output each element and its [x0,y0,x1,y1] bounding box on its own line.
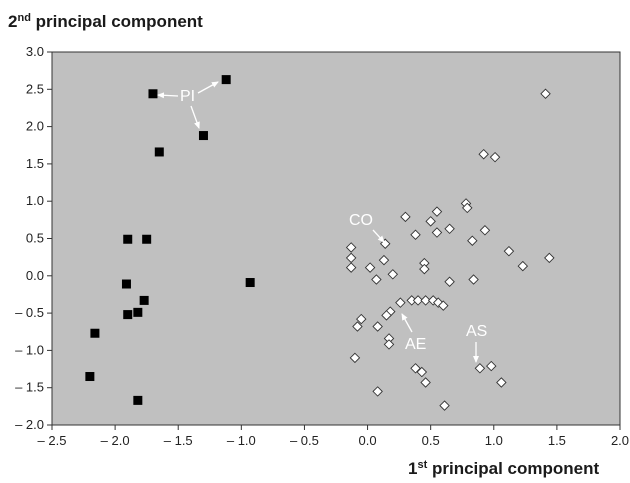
x-tick-label: 0.5 [422,433,440,448]
data-point-diamond [400,211,411,223]
data-point-diamond [378,254,390,266]
x-tick-label: – 2.0 [101,433,130,448]
data-point-diamond [474,363,486,374]
data-point-diamond [345,242,357,253]
data-point-diamond [420,377,431,388]
data-point-square [154,147,164,157]
data-point-diamond [349,352,361,364]
data-point-square [85,372,95,382]
data-point-diamond [489,151,501,163]
annotation-co: CO [349,212,373,229]
data-point-diamond [540,88,551,100]
data-point-diamond [420,295,431,306]
data-point-diamond [410,363,421,374]
data-point-diamond [387,269,399,280]
y-tick-label: 2.5 [26,81,44,96]
data-point-diamond [372,321,383,332]
x-tick-label: 0.0 [359,433,377,448]
data-point-square [123,310,133,320]
annotation-ae: AE [405,336,426,353]
data-point-square [142,234,152,244]
x-tick-label: 1.5 [548,433,566,448]
series-filled-squares [85,75,255,405]
data-point-diamond [395,297,406,308]
data-point-diamond [439,400,450,411]
annotation-pi-arrow-right [197,81,219,94]
data-point-diamond [345,262,357,273]
data-point-diamond [444,223,455,235]
data-point-diamond [444,276,455,288]
data-point-diamond [352,321,363,332]
data-point-square [90,328,100,338]
data-point-diamond [479,225,491,236]
x-tick-label: 1.0 [485,433,503,448]
x-tick-label: 2.0 [611,433,629,448]
data-point-diamond [412,295,424,306]
data-point-diamond [371,274,382,285]
data-point-diamond [462,202,473,214]
y-tick-label: – 1.0 [15,342,44,357]
data-point-diamond [364,262,376,273]
data-point-diamond [410,229,421,241]
data-point-diamond [416,366,428,378]
data-point-diamond [544,252,555,264]
plot-area [51,51,621,426]
y-tick-label: 0.5 [26,231,44,246]
x-tick-label: – 2.5 [38,433,67,448]
data-point-diamond [496,377,507,388]
annotation-as: AS [466,323,487,340]
data-point-diamond [383,339,395,350]
data-point-diamond [427,295,439,306]
y-axis: – 2.0 – 1.5 – 1.0 – 0.5 0.0 0.5 1.0 1.5 2.0 2.5 3.… [15,44,52,432]
data-point-diamond [425,216,436,227]
data-point-diamond [381,310,392,321]
y-tick-label: 2.0 [26,119,44,134]
data-point-diamond [438,300,449,311]
data-point-diamond [517,260,529,272]
data-point-diamond [372,386,383,397]
annotation-co-arrow [372,229,385,243]
x-axis-title: 1st principal component [408,459,599,478]
annotation-pi: PI [180,88,195,105]
y-tick-label: 1.5 [26,156,44,171]
data-point-square [133,307,143,317]
data-point-square [148,89,158,99]
data-point-diamond [468,274,479,285]
data-point-diamond [431,206,443,217]
data-point-square [198,131,208,141]
data-point-diamond [486,360,497,372]
y-tick-label: – 2.0 [15,417,44,432]
data-point-square [221,75,231,85]
data-point-diamond [467,235,478,246]
y-tick-label: 0.0 [26,268,44,283]
y-axis-title: 2nd principal component [8,12,203,31]
data-point-diamond [503,245,515,257]
annotation-pi-arrow-down [190,105,200,129]
x-axis: – 2.5 – 2.0 – 1.5 – 1.0 – 0.5 0.0 0.5 1.0 1.5 2.0 [38,425,629,448]
data-point-square [123,234,133,244]
data-point-diamond [431,227,443,238]
data-point-diamond [356,313,367,325]
x-tick-label: – 0.5 [290,433,319,448]
x-tick-label: – 1.0 [227,433,256,448]
y-tick-label: 3.0 [26,44,44,59]
data-point-diamond [419,263,430,275]
x-tick-label: – 1.5 [164,433,193,448]
annotation-ae-arrow [401,313,413,333]
data-point-square [121,279,131,289]
y-tick-label: – 1.5 [15,380,44,395]
data-point-square [139,295,149,305]
annotations: PI CO AE AS [157,81,487,363]
y-tick-label: 1.0 [26,193,44,208]
data-point-square [133,395,143,405]
y-tick-label: – 0.5 [15,305,44,320]
data-point-square [245,278,255,288]
series-open-diamonds [345,88,555,411]
annotation-pi-arrow-left [157,92,179,99]
data-point-diamond [478,148,489,160]
